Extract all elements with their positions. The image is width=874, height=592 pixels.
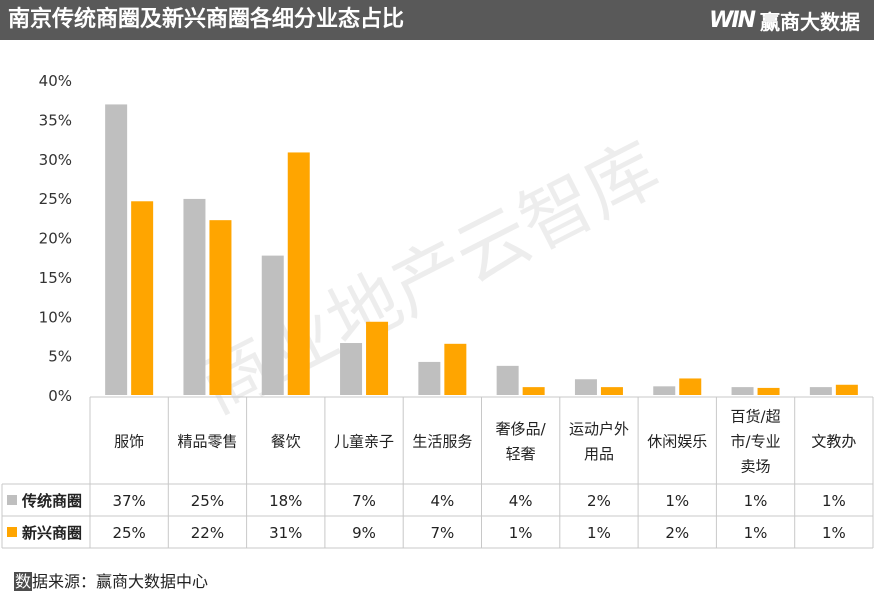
category-label: 精品零售: [177, 433, 237, 451]
bars: [105, 104, 858, 395]
bar-emerging: [287, 152, 310, 395]
category-label: 文教办: [811, 433, 856, 451]
bar-emerging: [444, 343, 467, 395]
y-tick-label: 10%: [39, 308, 72, 326]
legend-key-traditional: [7, 495, 17, 505]
bar-traditional: [183, 198, 206, 395]
page-title: 南京传统商圈及新兴商圈各细分业态占比: [8, 7, 405, 32]
y-tick-label: 30%: [39, 151, 72, 169]
bar-emerging: [757, 387, 780, 395]
bar-emerging: [835, 384, 858, 395]
bar-emerging: [679, 378, 702, 395]
data-label: 1%: [665, 492, 689, 510]
bar-traditional: [418, 361, 441, 395]
legend-key-emerging: [7, 527, 17, 537]
data-label: 1%: [509, 524, 533, 542]
bar-traditional: [261, 255, 284, 395]
data-label: 31%: [269, 524, 302, 542]
category-label: 服饰: [114, 433, 144, 451]
category-label: 市/专业: [731, 433, 781, 451]
data-label: 9%: [352, 524, 376, 542]
category-label: 儿童亲子: [334, 433, 394, 451]
bar-traditional: [809, 387, 832, 395]
bar-emerging: [600, 387, 623, 395]
category-label: 餐饮: [271, 433, 301, 451]
category-label: 轻奢: [506, 445, 536, 463]
data-label: 1%: [822, 524, 846, 542]
y-tick-label: 40%: [39, 72, 72, 90]
win-logo-icon: WIN: [709, 7, 756, 33]
data-label: 22%: [191, 524, 224, 542]
y-tick-label: 20%: [39, 230, 72, 248]
legend-label: 传统商圈: [21, 492, 82, 510]
category-label: 生活服务: [412, 433, 472, 451]
data-label: 4%: [509, 492, 533, 510]
category-label: 运动户外: [569, 420, 629, 438]
data-label: 1%: [744, 492, 768, 510]
bar-traditional: [653, 386, 676, 395]
data-label: 7%: [352, 492, 376, 510]
category-label: 卖场: [741, 458, 771, 476]
data-label: 1%: [744, 524, 768, 542]
header-bar: 南京传统商圈及新兴商圈各细分业态占比 WIN 赢商大数据: [0, 0, 874, 40]
y-tick-label: 15%: [39, 269, 72, 287]
y-axis: 0% 5% 10% 15% 20% 25% 30% 35% 40%: [39, 72, 72, 405]
brand-name: 赢商大数据: [760, 9, 860, 34]
bar-emerging: [131, 201, 154, 395]
bar-traditional: [496, 365, 519, 395]
data-label: 1%: [822, 492, 846, 510]
bar-traditional: [105, 104, 128, 395]
bar-traditional: [574, 379, 597, 395]
brand: WIN 赢商大数据: [709, 4, 860, 36]
bar-emerging: [209, 220, 232, 395]
source-first-char: 数: [14, 572, 33, 591]
data-label: 25%: [112, 524, 145, 542]
bar-emerging: [366, 321, 389, 395]
bar-emerging: [522, 387, 545, 395]
data-label: 37%: [112, 492, 145, 510]
data-label: 7%: [430, 524, 454, 542]
source-note: 数据来源：赢商大数据中心: [14, 568, 208, 592]
data-label: 18%: [269, 492, 302, 510]
category-label: 用品: [584, 445, 614, 463]
data-label: 2%: [665, 524, 689, 542]
data-label: 25%: [191, 492, 224, 510]
y-tick-label: 35%: [39, 111, 72, 129]
data-label: 4%: [430, 492, 454, 510]
category-label: 百货/超: [731, 408, 781, 426]
source-text: 据来源：赢商大数据中心: [32, 572, 209, 591]
y-tick-label: 5%: [48, 348, 72, 366]
bar-traditional: [731, 387, 754, 395]
bar-traditional: [340, 343, 363, 395]
legend-label: 新兴商圈: [22, 524, 82, 542]
y-tick-label: 25%: [39, 190, 72, 208]
bar-chart: 商业地产云智库 0%5%10%15%20%25%30%35%40% 服饰 精品零售…: [1, 72, 874, 549]
category-label: 休闲娱乐: [647, 433, 707, 451]
data-label: 2%: [587, 492, 611, 510]
y-tick-label: 0%: [48, 387, 72, 405]
category-label: 奢侈品/: [496, 420, 547, 438]
data-label: 1%: [587, 524, 611, 542]
